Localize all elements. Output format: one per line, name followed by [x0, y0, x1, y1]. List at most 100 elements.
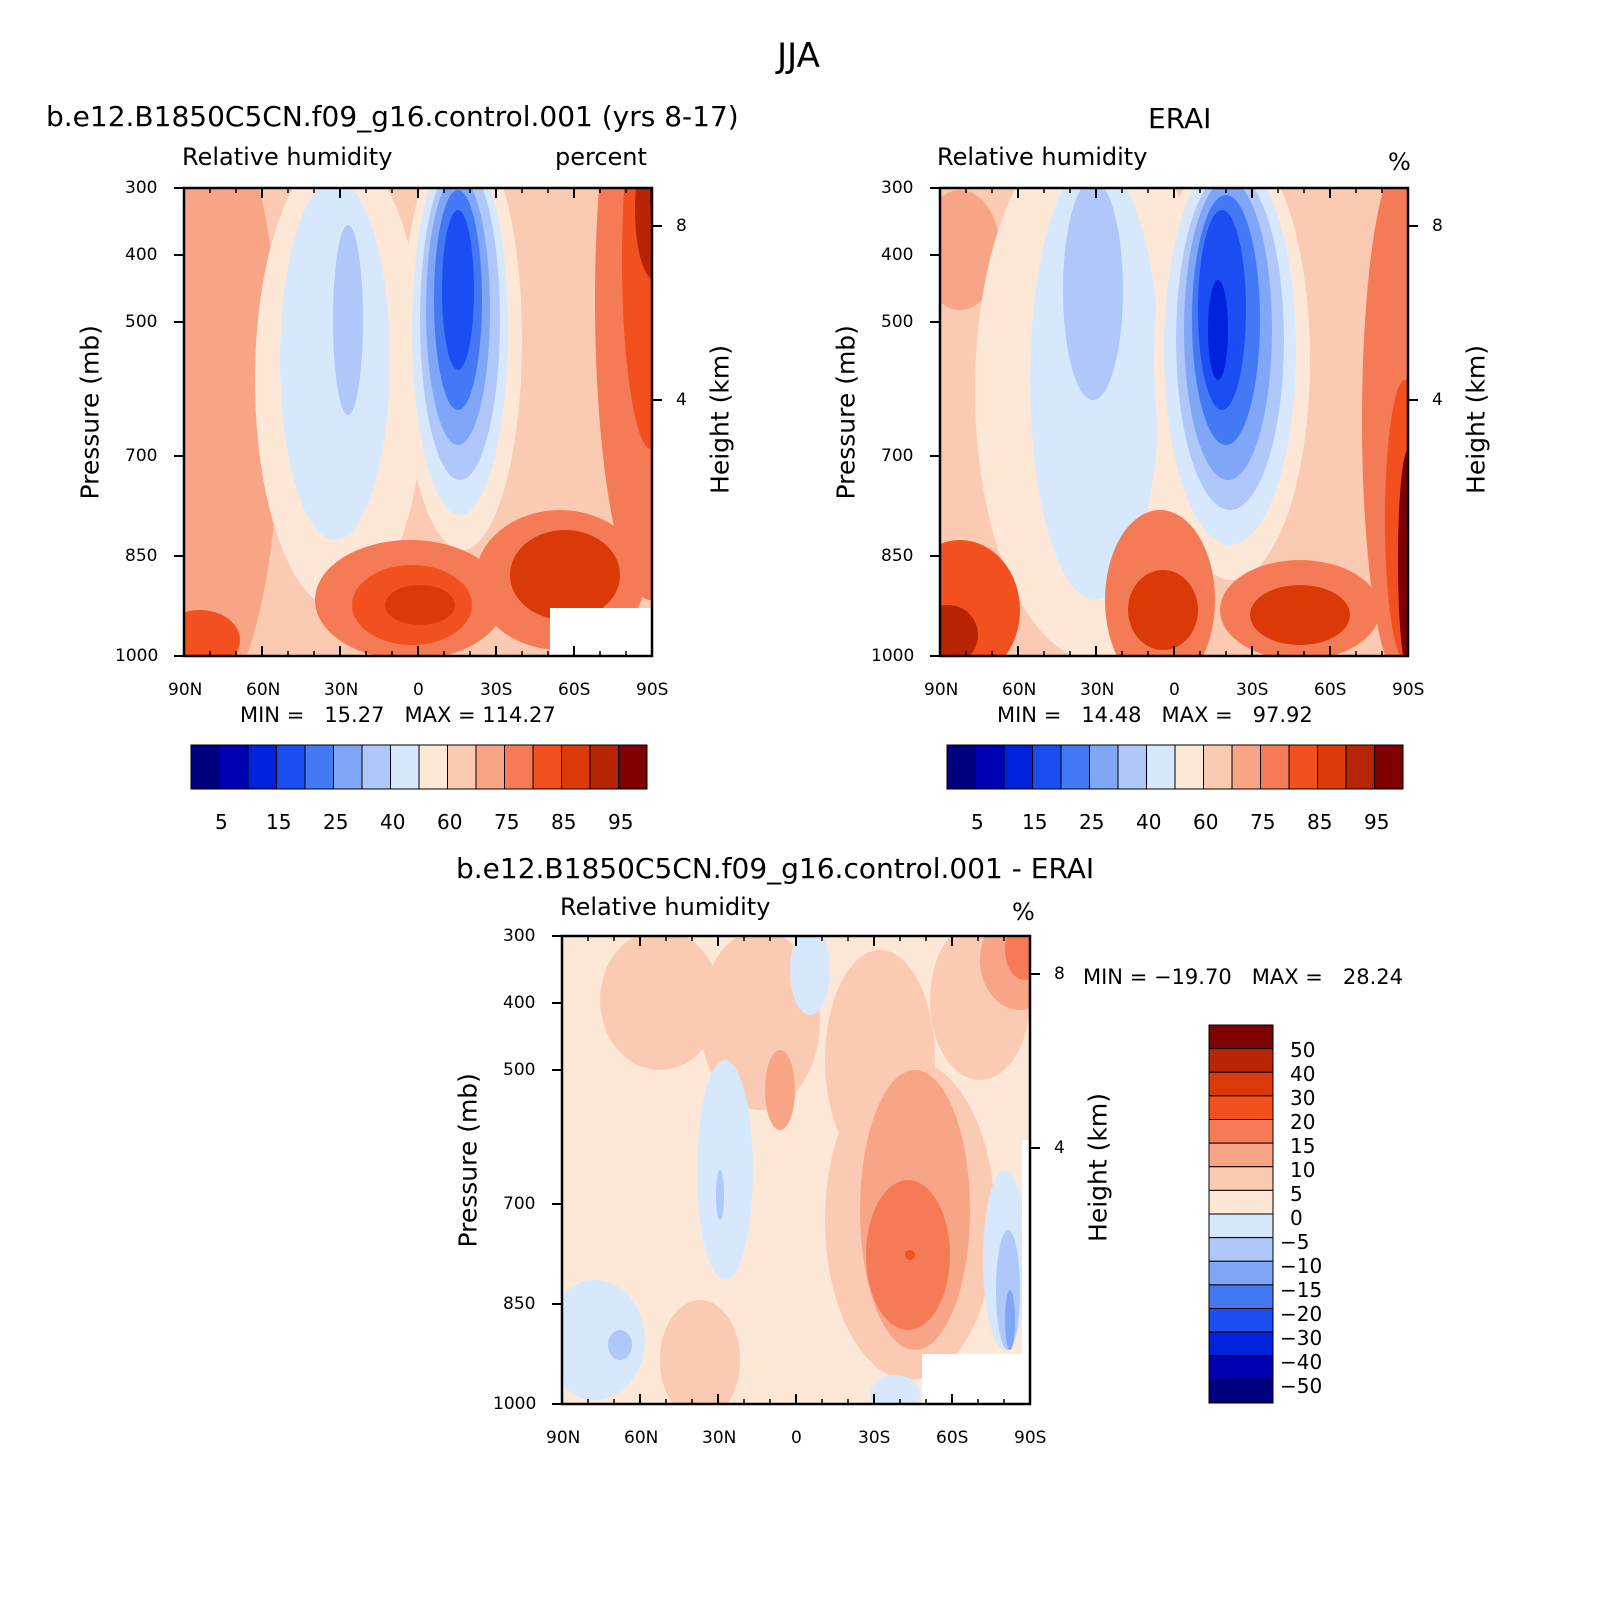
- panel2-ytick: 850: [881, 546, 914, 566]
- panel2-xtick: 30S: [1236, 680, 1269, 700]
- panel3-colorbar-label: 50: [1290, 1038, 1316, 1062]
- colorbar-box: [618, 744, 648, 790]
- panel1-ytick: 500: [125, 312, 158, 332]
- colorbar-box: [1060, 744, 1090, 790]
- colorbar-box: [333, 744, 363, 790]
- panel1-colorbar-label: 85: [551, 810, 577, 834]
- colorbar-box: [1208, 1308, 1274, 1333]
- panel1-colorbar-label: 5: [215, 810, 228, 834]
- panel1-xtick: 90N: [168, 680, 203, 700]
- panel1-ytick: 850: [125, 546, 158, 566]
- colorbar-box: [1231, 744, 1261, 790]
- panel3-minmax: MIN = −19.70 MAX = 28.24: [1083, 965, 1403, 989]
- panel2-contour-sh-moist-2: [1250, 585, 1350, 645]
- panel3-contour-neg-5: [608, 1330, 632, 1360]
- panel1-tick-marks: [174, 187, 662, 657]
- panel1-left-subtitle: Relative humidity: [182, 143, 393, 171]
- panel2-title: ERAI: [1148, 102, 1212, 135]
- panel1-colorbar-label: 25: [323, 810, 349, 834]
- panel3-ytick: 400: [503, 993, 536, 1013]
- panel2-colorbar-label: 75: [1250, 810, 1276, 834]
- panel1-title: b.e12.B1850C5CN.f09_g16.control.001 (yrs…: [46, 100, 739, 133]
- colorbar-box: [304, 744, 334, 790]
- colorbar-box: [1208, 1189, 1274, 1215]
- panel2-xtick: 60S: [1314, 680, 1347, 700]
- colorbar-box: [475, 744, 505, 790]
- panel3-missing-data-1: [922, 1354, 1030, 1404]
- panel3-colorbar-label: −20: [1280, 1302, 1323, 1326]
- panel3-contour-pos-10: [660, 1300, 740, 1404]
- colorbar-box: [1208, 1142, 1274, 1168]
- colorbar-box: [1174, 744, 1204, 790]
- panel3-colorbar-label: 5: [1290, 1182, 1303, 1206]
- panel2-height-tick: 4: [1432, 390, 1443, 410]
- panel2-right-subtitle: %: [1388, 148, 1411, 176]
- colorbar-box: [1089, 744, 1119, 790]
- panel3-colorbar-label: 10: [1290, 1158, 1316, 1182]
- colorbar-box: [1208, 1071, 1274, 1097]
- panel1-right-subtitle: percent: [555, 143, 647, 171]
- colorbar-box: [276, 744, 306, 790]
- panel2-xtick: 30N: [1080, 680, 1115, 700]
- colorbar-box: [1208, 1284, 1274, 1309]
- colorbar-box: [247, 744, 277, 790]
- panel1-colorbar-label: 60: [437, 810, 463, 834]
- colorbar-box: [361, 744, 391, 790]
- panel1-contour-sh-moist-2: [510, 530, 620, 620]
- colorbar-box: [1146, 744, 1176, 790]
- panel2-minmax: MIN = 14.48 MAX = 97.92: [997, 703, 1313, 727]
- panel3-ytick: 700: [503, 1194, 536, 1214]
- panel3-right-axis-label: Height (km): [1083, 1093, 1113, 1242]
- panel3-contour-pos-8: [905, 1250, 915, 1260]
- panel2-contour-pole-3: [1398, 450, 1408, 656]
- panel3-contour-neg-3: [790, 936, 830, 1015]
- panel2-contour-sh-dry-7: [1208, 280, 1228, 380]
- panel3-left-subtitle: Relative humidity: [560, 893, 771, 921]
- panel3-contour-neg-8: [1005, 1290, 1015, 1350]
- panel3-xtick: 60N: [624, 1428, 659, 1448]
- panel3-height-tick: 8: [1054, 964, 1065, 984]
- panel3-right-subtitle: %: [1012, 898, 1035, 926]
- panel3-colorbar-label: −10: [1280, 1254, 1323, 1278]
- colorbar-box: [418, 744, 448, 790]
- panel1-ytick: 300: [125, 178, 158, 198]
- panel3-height-tick: 4: [1054, 1138, 1065, 1158]
- panel1-contour-pole-3: [635, 188, 652, 280]
- panel2-height-tick: 8: [1432, 216, 1443, 236]
- panel2-left-subtitle: Relative humidity: [937, 143, 1148, 171]
- panel1-contour-eq-moist-3: [385, 585, 455, 625]
- panel3-xtick: 30N: [702, 1428, 737, 1448]
- colorbar-box: [1208, 1260, 1274, 1286]
- panel2-xtick: 90N: [924, 680, 959, 700]
- panel2-contour-eq-moist-2: [1128, 570, 1198, 650]
- panel2-colorbar-label: 25: [1079, 810, 1105, 834]
- panel2-ytick: 400: [881, 245, 914, 265]
- panel3-xtick: 60S: [936, 1428, 969, 1448]
- panel3-ytick: 300: [503, 926, 536, 946]
- colorbar-box: [1208, 1378, 1274, 1404]
- panel1-colorbar-label: 95: [608, 810, 634, 834]
- panel1-ytick: 700: [125, 446, 158, 466]
- panel3-ytick: 1000: [493, 1394, 537, 1414]
- panel2-contour-np-surface-2: [940, 605, 978, 656]
- panel3-colorbar-label: 0: [1290, 1206, 1303, 1230]
- panel3-colorbar-label: −5: [1280, 1230, 1310, 1254]
- panel3-colorbar-label: −40: [1280, 1350, 1323, 1374]
- colorbar-box: [1288, 744, 1318, 790]
- panel3-ytick: 500: [503, 1060, 536, 1080]
- panel2-xtick: 90S: [1392, 680, 1425, 700]
- panel3-contour-neg-4: [562, 1280, 645, 1400]
- panel2-ytick: 1000: [871, 646, 915, 666]
- panel3-xtick: 0: [791, 1428, 802, 1448]
- colorbar-box: [447, 744, 477, 790]
- panel3-colorbar-label: −50: [1280, 1374, 1323, 1398]
- panel3-contour-neg-1: [697, 1060, 753, 1280]
- panel2-colorbar-label: 95: [1364, 810, 1390, 834]
- panel3-colorbar: [1208, 1024, 1274, 1404]
- colorbar-box: [1208, 1095, 1274, 1120]
- panel2-colorbar-label: 40: [1136, 810, 1162, 834]
- panel1-xtick: 60S: [558, 680, 591, 700]
- panel3-contour-neg-9: [870, 1375, 920, 1404]
- panel2-ytick: 500: [881, 312, 914, 332]
